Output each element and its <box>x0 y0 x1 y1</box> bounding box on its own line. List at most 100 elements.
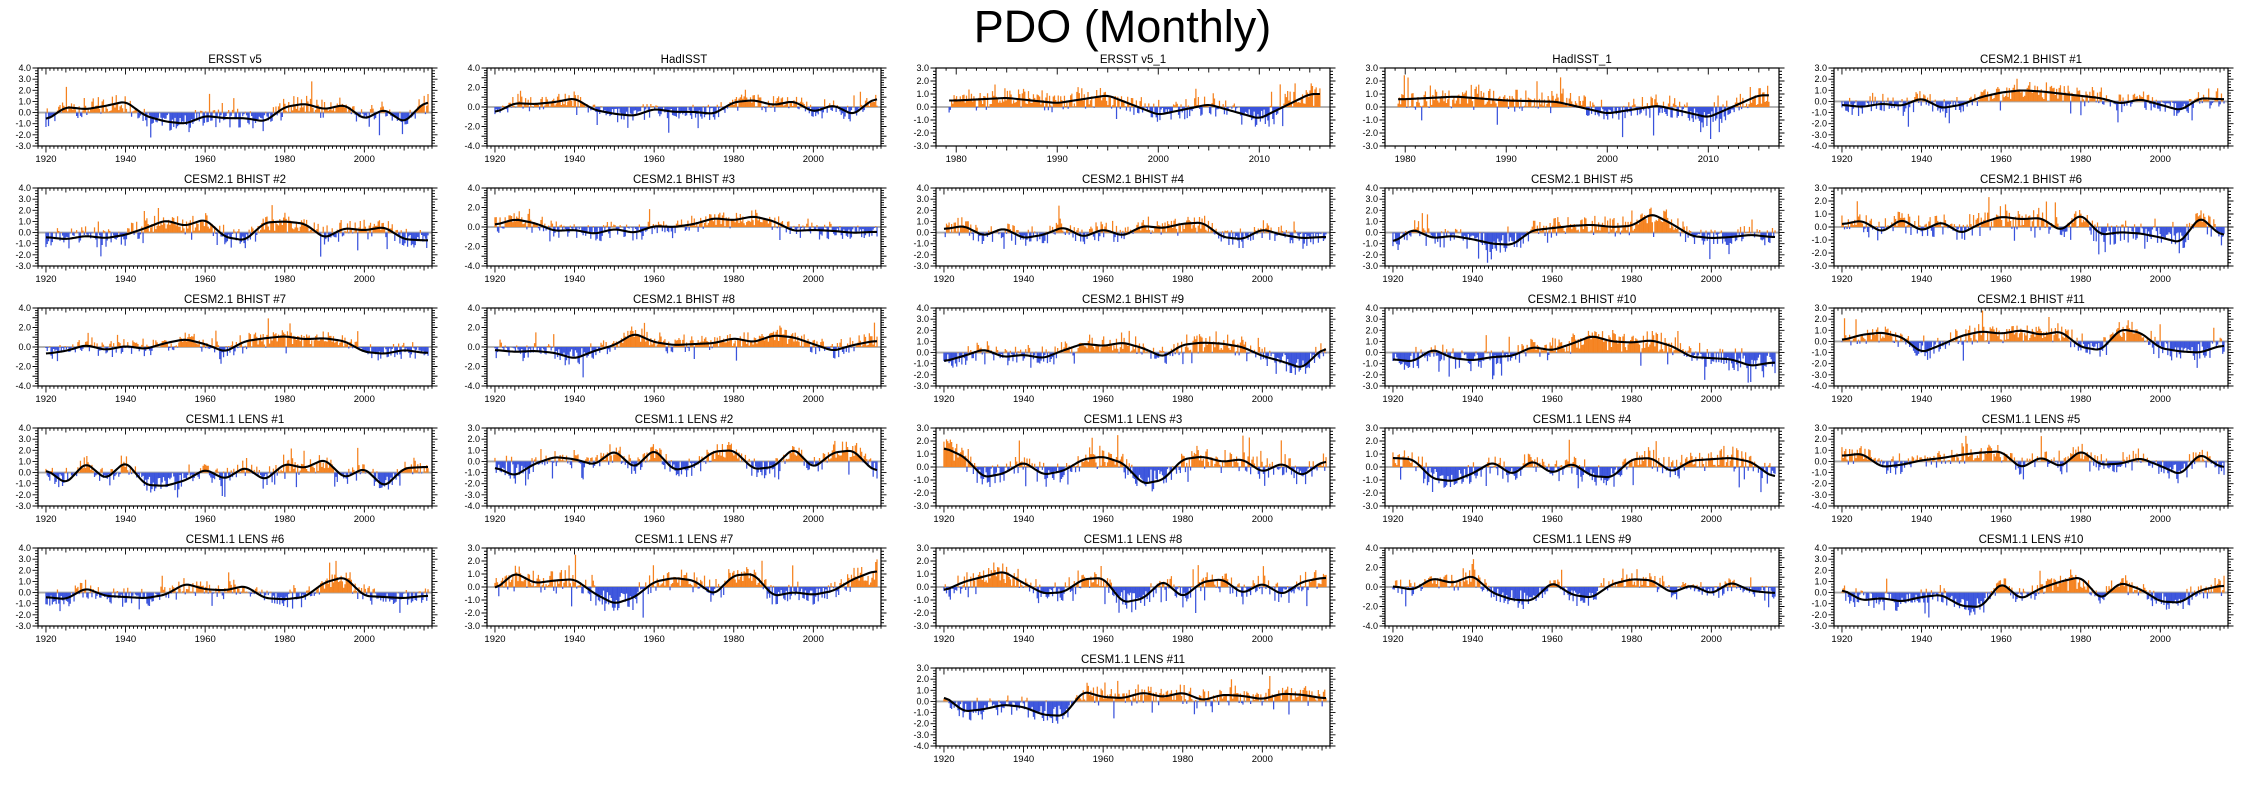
svg-text:-3.0: -3.0 <box>15 141 31 151</box>
tick-marks <box>1379 67 1785 153</box>
svg-text:1940: 1940 <box>1462 394 1483 405</box>
y-axis-labels: 4.0 2.0 0.0 -2.0 -4.0 <box>464 63 480 151</box>
svg-text:3.0: 3.0 <box>18 434 31 444</box>
smoothed-line <box>1392 335 1776 367</box>
svg-text:1920: 1920 <box>484 154 505 165</box>
svg-text:1960: 1960 <box>1093 754 1114 765</box>
svg-text:1920: 1920 <box>1382 634 1403 645</box>
svg-text:-1.0: -1.0 <box>464 595 480 605</box>
plot-frame <box>1833 547 2229 627</box>
negative-bars <box>948 107 1284 127</box>
plot-frame <box>1833 187 2229 267</box>
svg-text:1960: 1960 <box>1991 634 2012 645</box>
panel-title: ERSST v5_1 <box>1100 54 1166 66</box>
svg-text:1960: 1960 <box>1542 514 1563 525</box>
plot-frame <box>37 187 433 267</box>
positive-bars <box>56 560 429 593</box>
svg-text:2.0: 2.0 <box>1814 196 1827 206</box>
y-axis-labels: 4.03.02.01.0 0.0-1.0-2.0-3.0 <box>15 543 31 631</box>
svg-text:-1.0: -1.0 <box>15 119 31 129</box>
svg-text:-1.0: -1.0 <box>1362 115 1378 125</box>
negative-bars <box>45 232 429 257</box>
pdo-panel-5: 3.02.01.00.0 -1.0-2.0-3.0-4.0 1920 1940 1960… <box>1811 54 2234 165</box>
svg-text:1920: 1920 <box>933 754 954 765</box>
plot-frame <box>935 187 1331 267</box>
plot-frame <box>37 307 433 387</box>
negative-bars <box>948 701 1323 724</box>
panel-title: CESM2.1 BHIST #4 <box>1082 174 1185 186</box>
svg-text:1960: 1960 <box>1542 274 1563 285</box>
tick-marks <box>1828 187 2234 273</box>
panel-title: CESM2.1 BHIST #8 <box>633 294 735 306</box>
y-axis-labels: 4.03.02.01.0 0.0-1.0-2.0-3.0 <box>913 183 929 271</box>
negative-bars <box>498 587 851 618</box>
svg-text:1920: 1920 <box>484 394 505 405</box>
svg-text:2.0: 2.0 <box>1365 436 1378 446</box>
x-axis-labels: 1920 1940 1960 1980 2000 <box>933 394 1272 405</box>
svg-text:1920: 1920 <box>484 274 505 285</box>
svg-text:1940: 1940 <box>1911 394 1932 405</box>
panel-title: CESM1.1 LENS #5 <box>1982 414 2080 426</box>
y-axis-labels: 4.03.02.01.0 0.0-1.0-2.0-3.0 <box>15 183 31 271</box>
svg-text:2.0: 2.0 <box>18 565 31 575</box>
svg-text:3.0: 3.0 <box>1365 63 1378 73</box>
svg-text:4.0: 4.0 <box>1814 543 1827 553</box>
y-axis-labels: 3.02.01.00.0 -1.0-2.0-3.0-4.0 <box>1811 63 1827 151</box>
svg-text:-4.0: -4.0 <box>1811 381 1827 391</box>
svg-text:4.0: 4.0 <box>18 303 31 313</box>
positive-bars <box>46 81 429 113</box>
svg-text:1940: 1940 <box>564 394 585 405</box>
svg-text:-3.0: -3.0 <box>913 381 929 391</box>
smoothed-line <box>1398 94 1769 118</box>
negative-bars <box>1406 107 1749 139</box>
svg-text:2.0: 2.0 <box>18 445 31 455</box>
svg-text:-4.0: -4.0 <box>15 381 31 391</box>
svg-text:3.0: 3.0 <box>467 543 480 553</box>
svg-text:1980: 1980 <box>1172 754 1193 765</box>
svg-text:3.0: 3.0 <box>18 194 31 204</box>
svg-text:2000: 2000 <box>1252 514 1273 525</box>
svg-text:1.0: 1.0 <box>1814 85 1827 95</box>
svg-text:1.0: 1.0 <box>18 456 31 466</box>
svg-text:-2.0: -2.0 <box>464 608 480 618</box>
x-axis-labels: 1920 1940 1960 1980 2000 <box>933 274 1272 285</box>
panel-title: CESM1.1 LENS #7 <box>635 534 733 546</box>
svg-text:-1.0: -1.0 <box>913 708 929 718</box>
svg-text:-1.0: -1.0 <box>913 475 929 485</box>
y-axis-labels: 4.03.02.01.0 0.0-1.0-2.0-3.0 <box>15 63 31 151</box>
smoothed-line <box>45 101 429 125</box>
panel-title: CESM2.1 BHIST #6 <box>1980 174 2082 186</box>
svg-text:4.0: 4.0 <box>916 303 929 313</box>
svg-text:0.0: 0.0 <box>467 582 480 592</box>
svg-text:0.0: 0.0 <box>467 342 480 352</box>
pdo-panel-4: 3.0 2.0 1.0 0.0 -1.0 -2.0 -3.0 1980 1990 2000 2010… <box>1362 54 1785 165</box>
svg-text:-1.0: -1.0 <box>464 468 480 478</box>
svg-text:1920: 1920 <box>933 634 954 645</box>
panel-title: CESM1.1 LENS #11 <box>1081 654 1185 666</box>
svg-text:1960: 1960 <box>1542 634 1563 645</box>
svg-text:0.0: 0.0 <box>1814 96 1827 106</box>
plot-frame <box>1833 427 2229 507</box>
svg-text:1980: 1980 <box>723 394 744 405</box>
x-axis-labels: 1920 1940 1960 1980 2000 <box>484 154 823 165</box>
svg-text:2000: 2000 <box>1252 634 1273 645</box>
svg-text:-2.0: -2.0 <box>913 128 929 138</box>
positive-bars <box>502 89 878 107</box>
svg-text:-4.0: -4.0 <box>1811 141 1827 151</box>
positive-bars <box>1401 207 1776 233</box>
plot-frame <box>935 307 1331 387</box>
svg-text:0.0: 0.0 <box>1814 456 1827 466</box>
y-axis-labels: 4.03.02.01.0 0.0-1.0-2.0-3.0 <box>1362 183 1378 271</box>
svg-text:-2.0: -2.0 <box>913 370 929 380</box>
svg-text:2000: 2000 <box>354 634 375 645</box>
y-axis-labels: 4.0 2.0 0.0 -2.0 -4.0 <box>464 183 480 271</box>
svg-text:1980: 1980 <box>274 154 295 165</box>
svg-text:-4.0: -4.0 <box>1811 501 1827 511</box>
svg-text:1920: 1920 <box>1382 514 1403 525</box>
x-axis-labels: 1920 1940 1960 1980 2000 <box>1382 514 1721 525</box>
plot-frame <box>1384 547 1780 627</box>
